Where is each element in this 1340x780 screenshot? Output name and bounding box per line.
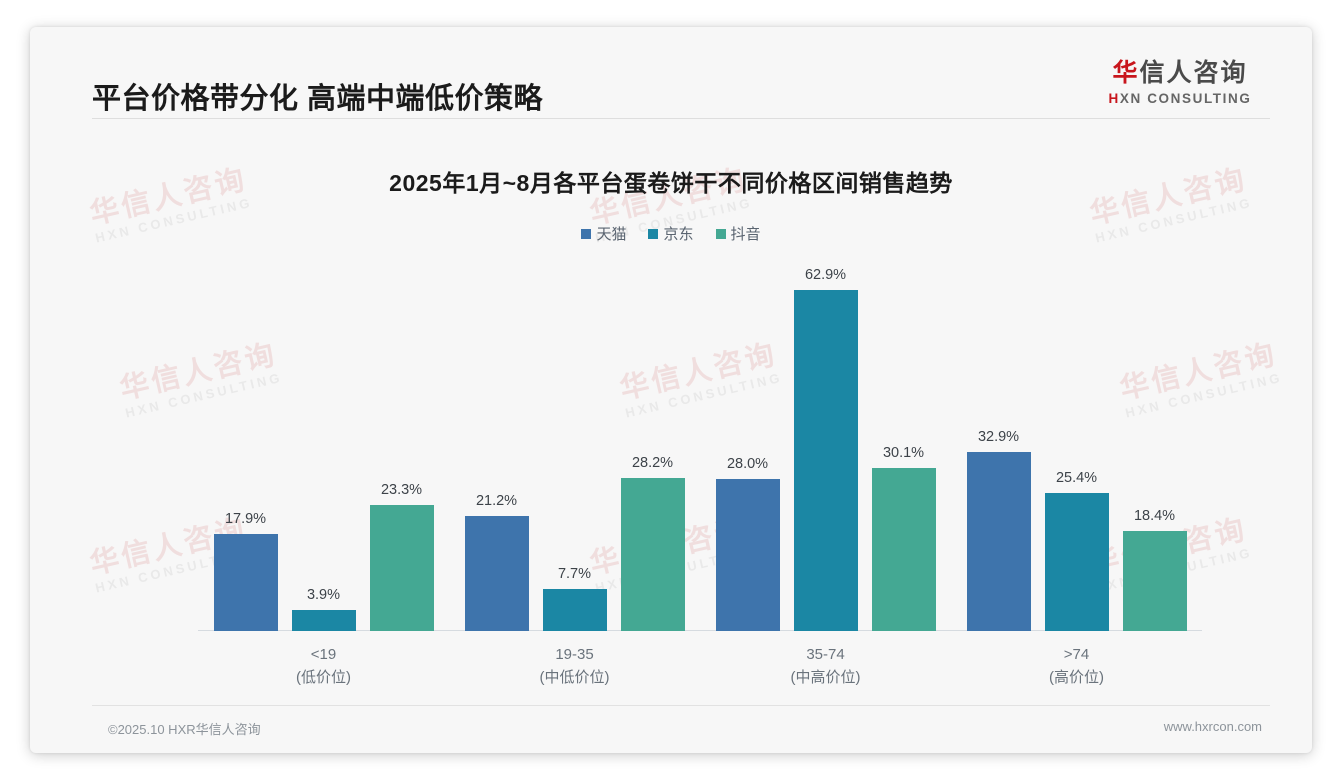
bar-group-19-35: 21.2% 7.7% 28.2% — [449, 247, 700, 631]
legend-swatch-icon — [715, 228, 726, 239]
x-axis-label-main: <19 — [310, 646, 337, 663]
bar-天猫-<19[interactable]: 17.9% — [213, 247, 278, 631]
website-url[interactable]: www.hxrcon.com — [1163, 719, 1262, 734]
bar-抖音-<19[interactable]: 23.3% — [369, 247, 434, 631]
bar-rect[interactable] — [715, 479, 780, 631]
logo-english: HXN CONSULTING — [1090, 91, 1270, 106]
chart-container: 2025年1月~8月各平台蛋卷饼干不同价格区间销售趋势 天猫 京东 抖音 17.9%… — [30, 119, 1312, 689]
x-axis-label-sub: (低价位) — [296, 669, 351, 687]
bar-groups: 17.9% 3.9% 23.3% 21.2% 7.7% 28.2% 28.0% 62.9% 30… — [198, 247, 1202, 631]
slide-footer: ©2025.10 HXR华信人咨询 www.hxrcon.com — [30, 689, 1312, 753]
logo-chinese-first-char: 华 — [1112, 59, 1140, 87]
logo-chinese-rest: 信人咨询 — [1139, 59, 1248, 87]
logo-chinese: 华信人咨询 — [1090, 59, 1270, 88]
company-logo: 华信人咨询 HXN CONSULTING — [1090, 59, 1270, 106]
footer-divider — [92, 705, 1270, 706]
bar-group-35-74: 28.0% 62.9% 30.1% — [700, 247, 951, 631]
bar-value-label: 28.2% — [631, 455, 674, 471]
x-axis-label->74: >74 (高价位) — [951, 631, 1202, 690]
bar-抖音-19-35[interactable]: 28.2% — [620, 247, 685, 631]
bar-value-label: 7.7% — [557, 566, 592, 582]
bar-value-label: 32.9% — [977, 429, 1020, 445]
x-axis-label-<19: <19 (低价位) — [198, 631, 449, 690]
bar-value-label: 18.4% — [1133, 508, 1176, 524]
x-axis-label-19-35: 19-35 (中低价位) — [449, 631, 700, 690]
legend-item-京东[interactable]: 京东 — [648, 223, 694, 244]
copyright-text: ©2025.10 HXR华信人咨询 — [108, 722, 261, 737]
bar-value-label: 21.2% — [475, 493, 518, 509]
slide-header: 平台价格带分化 高端中端低价策略 华信人咨询 HXN CONSULTING — [30, 27, 1312, 119]
bar-rect[interactable] — [793, 290, 858, 631]
bar-group->74: 32.9% 25.4% 18.4% — [951, 247, 1202, 631]
logo-english-first-char: H — [1108, 90, 1120, 106]
x-axis-label-main: >74 — [1063, 646, 1090, 663]
x-axis-label-35-74: 35-74 (中高价位) — [700, 631, 951, 690]
bar-group-<19: 17.9% 3.9% 23.3% — [198, 247, 449, 631]
x-axis-label-sub: (中低价位) — [539, 669, 610, 687]
chart-title: 2025年1月~8月各平台蛋卷饼干不同价格区间销售趋势 — [389, 170, 953, 196]
x-axis-line — [198, 630, 1202, 631]
legend-swatch-icon — [648, 228, 659, 239]
bar-抖音->74[interactable]: 18.4% — [1122, 247, 1187, 631]
legend-label: 京东 — [663, 226, 694, 243]
plot-area: 17.9% 3.9% 23.3% 21.2% 7.7% 28.2% 28.0% 62.9% 30… — [170, 247, 1202, 686]
bar-天猫-35-74[interactable]: 28.0% — [715, 247, 780, 631]
header-divider — [92, 118, 1270, 119]
x-axis-label-sub: (中高价位) — [790, 669, 861, 687]
page-title: 平台价格带分化 高端中端低价策略 — [92, 83, 544, 115]
bar-抖音-35-74[interactable]: 30.1% — [871, 247, 936, 631]
bar-京东-35-74[interactable]: 62.9% — [793, 247, 858, 631]
legend-item-天猫[interactable]: 天猫 — [581, 223, 626, 244]
bar-天猫->74[interactable]: 32.9% — [966, 247, 1031, 631]
bar-value-label: 30.1% — [882, 445, 925, 461]
x-axis-label-main: 35-74 — [806, 646, 845, 663]
bar-rect[interactable] — [871, 468, 936, 631]
bar-天猫-19-35[interactable]: 21.2% — [464, 247, 529, 631]
legend-label: 抖音 — [730, 226, 761, 243]
x-axis-label-sub: (高价位) — [1049, 669, 1104, 687]
legend-label: 天猫 — [596, 226, 627, 243]
legend-swatch-icon — [581, 228, 592, 239]
bar-rect[interactable] — [542, 589, 607, 631]
bar-value-label: 3.9% — [306, 587, 341, 603]
chart-legend: 天猫 京东 抖音 — [30, 223, 1312, 244]
bar-rect[interactable] — [369, 505, 434, 631]
bar-rect[interactable] — [1122, 531, 1187, 631]
bar-rect[interactable] — [620, 478, 685, 631]
bar-value-label: 23.3% — [380, 482, 423, 498]
bar-value-label: 62.9% — [804, 267, 847, 283]
bar-rect[interactable] — [213, 534, 278, 631]
x-axis-labels: <19 (低价位) 19-35 (中低价位) 35-74 (中高价位) >74 (高价位) — [198, 631, 1202, 690]
bar-value-label: 17.9% — [224, 511, 267, 527]
x-axis-label-main: 19-35 — [555, 646, 594, 663]
bar-京东-19-35[interactable]: 7.7% — [542, 247, 607, 631]
bar-rect[interactable] — [966, 452, 1031, 631]
bar-京东-<19[interactable]: 3.9% — [291, 247, 356, 631]
bar-rect[interactable] — [291, 610, 356, 631]
bar-京东->74[interactable]: 25.4% — [1044, 247, 1109, 631]
bar-value-label: 25.4% — [1055, 470, 1098, 486]
slide-card: 华信人咨询 HXN CONSULTING 华信人咨询 HXN CONSULTING 华信… — [30, 27, 1312, 753]
legend-item-抖音[interactable]: 抖音 — [715, 223, 761, 244]
bar-rect[interactable] — [1044, 493, 1109, 631]
bar-rect[interactable] — [464, 516, 529, 631]
logo-english-rest: XN CONSULTING — [1119, 90, 1252, 106]
bar-value-label: 28.0% — [726, 456, 769, 472]
